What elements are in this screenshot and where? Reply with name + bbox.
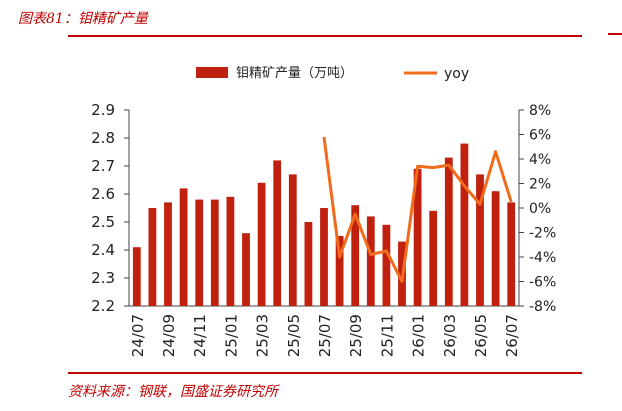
y-right-tick-label: 2% (529, 177, 551, 193)
bar (366, 216, 375, 306)
bar (444, 157, 453, 306)
y-left-tick-label: 2.9 (91, 101, 115, 119)
x-tick-labels: 24/07 24/09 24/11 25/01 25/03 25/05 25/07 25/09… (129, 314, 521, 357)
title-rule (68, 35, 582, 37)
edge-rule-fragment (608, 33, 622, 35)
bar (507, 202, 516, 306)
y-left-tick-label: 2.2 (91, 297, 115, 315)
x-tick-label: 26/07 (503, 314, 521, 357)
yoy-series (322, 136, 513, 283)
x-tick-label: 25/05 (285, 314, 303, 357)
bar (320, 208, 328, 306)
bar (210, 199, 219, 306)
y-left-tick-label: 2.6 (91, 185, 115, 203)
x-tick-label: 26/03 (441, 314, 459, 357)
bar (335, 236, 344, 306)
y-left-tick-label: 2.8 (91, 129, 115, 147)
y-right-tick-label: -4% (529, 250, 556, 266)
bar (273, 160, 282, 306)
x-tick-label: 25/07 (316, 314, 334, 357)
legend-line-label: yoy (444, 66, 469, 82)
y-right-tick-label: -2% (529, 226, 556, 242)
bar (179, 188, 188, 306)
y-right-tick-label: 6% (529, 128, 551, 144)
source-rule (68, 372, 582, 374)
bar (491, 191, 500, 306)
bar (164, 202, 172, 306)
bar (351, 205, 360, 306)
x-tick-label: 25/03 (254, 314, 272, 357)
y-right-tick-label: -8% (529, 299, 556, 315)
bar (132, 247, 141, 306)
y-right-tick-label: 8% (529, 103, 551, 119)
bar (288, 174, 297, 306)
bar (429, 210, 438, 306)
bar (476, 174, 484, 306)
x-tick-label: 26/01 (410, 314, 428, 357)
legend-bar-swatch (196, 67, 228, 78)
bar (195, 199, 204, 306)
bar (460, 143, 469, 306)
source-note: 资料来源：钢联，国盛证券研究所 (68, 384, 278, 400)
x-tick-label: 24/11 (191, 314, 209, 357)
x-tick-label: 24/07 (129, 314, 147, 357)
bar-series (132, 143, 516, 306)
y-right-tick-label: 4% (529, 152, 551, 168)
x-tick-label: 25/01 (222, 314, 240, 357)
bar (304, 222, 313, 306)
axes: 2.9 2.8 2.7 2.6 2.5 2.4 2.3 2.2 8% 6% 4% 2% 0% -2% -4%… (91, 101, 556, 315)
bar (413, 168, 422, 306)
y-right-tick-label: -6% (529, 275, 556, 291)
bar (382, 224, 391, 306)
x-tick-label: 26/05 (472, 314, 490, 357)
x-tick-label: 25/09 (347, 314, 365, 357)
y-left-tick-label: 2.3 (91, 269, 115, 287)
y-right-tick-label: 0% (529, 201, 551, 217)
bar (242, 233, 250, 306)
y-left-tick-label: 2.5 (91, 213, 115, 231)
y-left-tick-label: 2.7 (91, 157, 115, 175)
bar (148, 208, 157, 306)
x-tick-label: 24/09 (160, 314, 178, 357)
figure-title: 图表81：钼精矿产量 (18, 11, 148, 27)
yoy-line (322, 136, 513, 283)
legend: 钼精矿产量（万吨） yoy (196, 66, 469, 82)
bar (226, 196, 235, 306)
x-tick-label: 25/11 (378, 314, 396, 357)
legend-bar-label: 钼精矿产量（万吨） (236, 66, 353, 81)
bar (257, 182, 266, 306)
y-left-tick-label: 2.4 (91, 241, 115, 259)
